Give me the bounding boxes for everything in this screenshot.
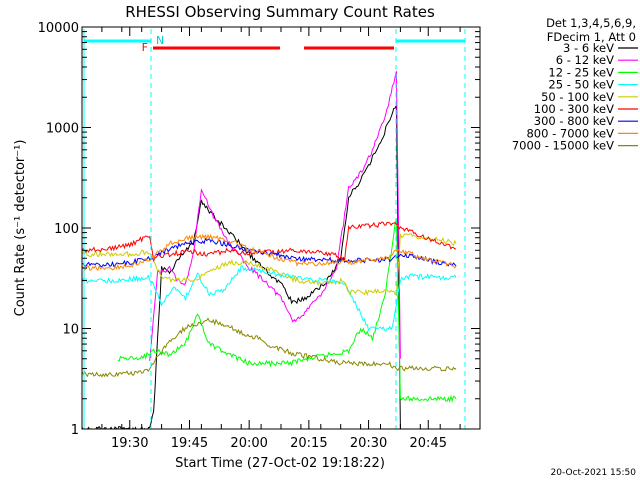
- flag-f-label: F: [142, 41, 148, 54]
- legend-label-5: 100 - 300 keV: [534, 102, 614, 116]
- chart-title: RHESSI Observing Summary Count Rates: [125, 3, 435, 21]
- x-tick-label-1: 19:45: [171, 436, 208, 451]
- x-tick-label-4: 20:30: [350, 436, 387, 451]
- series-line-7: [82, 233, 457, 272]
- series-line-3: [82, 265, 457, 332]
- legend-label-6: 300 - 800 keV: [534, 114, 614, 128]
- series-line-5: [82, 221, 457, 263]
- y-tick-label-4: 10000: [38, 21, 79, 36]
- x-tick-label-5: 20:45: [410, 436, 447, 451]
- axes: 1 10 100 1000 10000 19:30 19:45 20:00 20:15 20:30…: [38, 21, 481, 451]
- legend-label-3: 25 - 50 keV: [548, 78, 614, 92]
- render-timestamp: 20-Oct-2021 15:50: [551, 468, 637, 478]
- legend-header-1: FDecim 1, Att 0: [547, 30, 636, 44]
- series-line-2: [117, 218, 457, 403]
- plot-area: [82, 71, 457, 429]
- x-tick-label-0: 19:30: [111, 436, 148, 451]
- y-tick-label-2: 100: [54, 222, 79, 237]
- series-line-8: [82, 317, 457, 378]
- x-axis-label: Start Time (27-Oct-02 19:18:22): [175, 456, 385, 471]
- x-tick-label-3: 20:15: [290, 436, 327, 451]
- y-axis-label: Count Rate (s⁻¹ detector⁻¹): [13, 140, 28, 317]
- legend-header-0: Det 1,3,4,5,6,9,: [546, 16, 636, 30]
- x-tick-label-2: 20:00: [230, 436, 267, 451]
- flag-n-label: N: [156, 34, 164, 47]
- series-line-4: [82, 233, 457, 297]
- legend-label-4: 50 - 100 keV: [541, 90, 614, 104]
- legend-label-8: 7000 - 15000 keV: [512, 139, 614, 153]
- legend-label-7: 800 - 7000 keV: [526, 126, 614, 140]
- flag-annotations: [83, 29, 466, 429]
- y-tick-label-0: 1: [71, 423, 79, 438]
- legend: Det 1,3,4,5,6,9,FDecim 1, Att 03 - 6 keV…: [512, 16, 638, 153]
- legend-label-0: 3 - 6 keV: [563, 41, 614, 55]
- y-tick-label-1: 10: [62, 323, 79, 338]
- legend-label-2: 12 - 25 keV: [548, 65, 614, 79]
- legend-label-1: 6 - 12 keV: [556, 53, 614, 67]
- series-line-1: [149, 71, 401, 362]
- y-tick-label-3: 1000: [46, 122, 79, 137]
